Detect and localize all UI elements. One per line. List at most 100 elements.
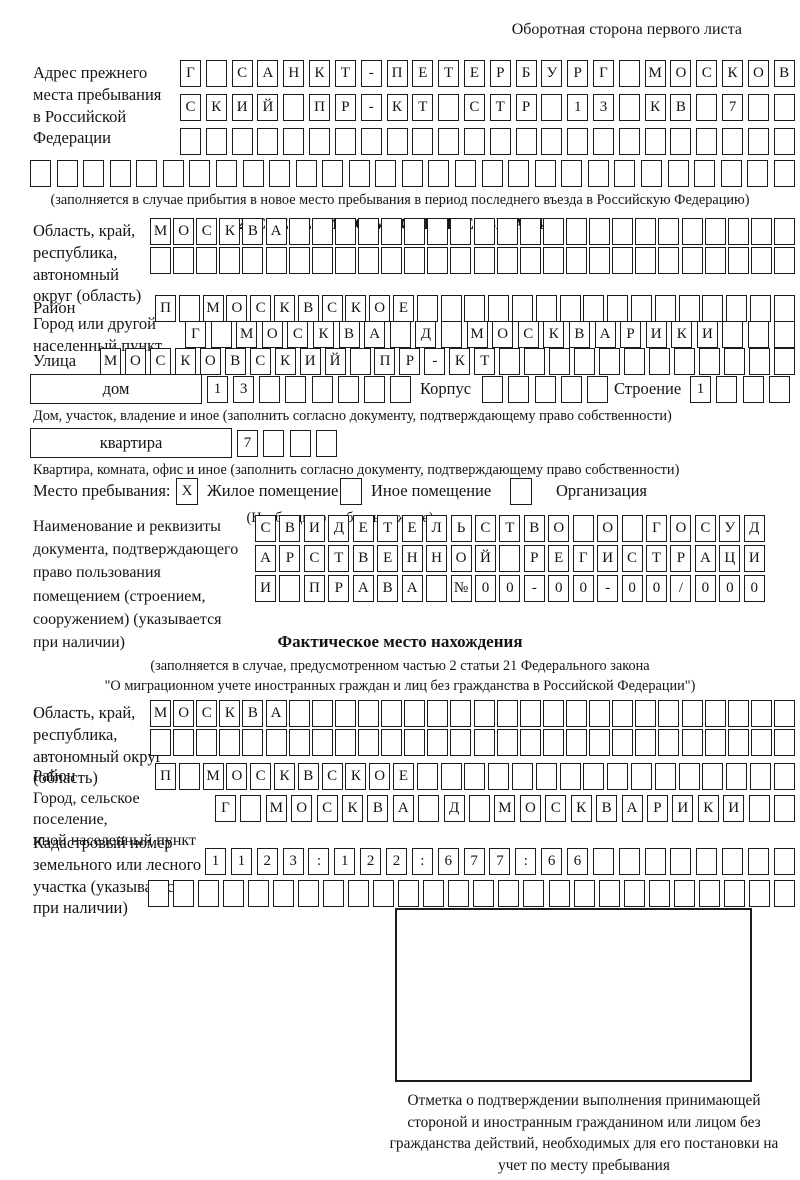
stay-type-checkbox-other[interactable] [340,478,362,505]
char-cell[interactable]: А [265,218,287,245]
char-cell[interactable]: С [694,515,716,542]
char-cell[interactable]: Й [324,348,346,375]
char-cell[interactable] [696,848,718,875]
char-cell[interactable] [438,94,460,121]
char-cell[interactable]: 0 [572,575,594,602]
char-cell[interactable] [524,348,546,375]
char-cell[interactable] [180,128,201,155]
char-cell[interactable]: 0 [719,575,741,602]
char-cell[interactable]: К [543,321,565,348]
char-cell[interactable]: В [596,795,618,822]
char-cell[interactable] [565,247,587,274]
stroenie-cells[interactable]: 1 [690,376,790,403]
char-cell[interactable]: 2 [386,848,408,875]
char-cell[interactable]: Е [392,763,414,790]
char-cell[interactable] [542,247,564,274]
char-cell[interactable] [773,880,795,907]
char-cell[interactable] [654,763,676,790]
char-cell[interactable] [750,729,772,756]
char-cell[interactable] [148,880,169,907]
char-cell[interactable] [648,880,670,907]
char-cell[interactable]: В [523,515,545,542]
char-cell[interactable]: А [265,700,287,727]
char-cell[interactable] [722,321,744,348]
char-cell[interactable] [450,247,472,274]
char-cell[interactable]: Б [515,60,537,87]
char-cell[interactable]: С [517,321,539,348]
char-cell[interactable] [750,247,772,274]
char-cell[interactable] [748,321,770,348]
char-cell[interactable] [773,848,795,875]
char-cell[interactable] [723,880,745,907]
char-cell[interactable] [749,295,771,322]
char-cell[interactable] [248,880,270,907]
char-cell[interactable] [565,700,587,727]
char-cell[interactable] [773,795,795,822]
char-cell[interactable]: К [312,321,334,348]
char-cell[interactable] [109,160,131,187]
char-cell[interactable]: 0 [474,575,496,602]
char-cell[interactable]: И [743,545,765,572]
char-cell[interactable]: Г [215,795,236,822]
char-cell[interactable]: 7 [489,848,511,875]
char-cell[interactable] [716,376,738,403]
char-cell[interactable]: С [180,94,201,121]
char-cell[interactable] [748,795,770,822]
char-cell[interactable] [196,247,218,274]
char-cell[interactable]: М [100,348,121,375]
char-cell[interactable]: 2 [360,848,382,875]
char-cell[interactable] [727,700,749,727]
char-cell[interactable]: К [644,94,666,121]
char-cell[interactable]: О [548,515,570,542]
char-cell[interactable]: К [273,763,295,790]
char-cell[interactable] [337,376,359,403]
char-cell[interactable] [773,247,795,274]
char-cell[interactable]: С [545,795,567,822]
char-cell[interactable] [704,729,726,756]
char-cell[interactable] [678,763,700,790]
char-cell[interactable] [311,729,333,756]
char-cell[interactable] [173,880,195,907]
char-cell[interactable]: В [367,795,389,822]
char-cell[interactable] [496,729,518,756]
stay-type-checkbox-residential[interactable]: X [176,478,198,505]
char-cell[interactable] [742,376,764,403]
char-cell[interactable]: Г [646,515,667,542]
char-cell[interactable] [654,295,676,322]
char-cell[interactable]: С [249,348,271,375]
char-cell[interactable] [381,700,403,727]
char-cell[interactable] [389,321,411,348]
char-cell[interactable] [618,94,640,121]
char-cell[interactable]: Т [474,348,496,375]
char-cell[interactable]: : [515,848,537,875]
char-cell[interactable]: В [670,94,692,121]
char-cell[interactable]: 0 [743,575,765,602]
char-cell[interactable]: - [523,575,545,602]
char-cell[interactable] [534,160,556,187]
char-cell[interactable] [464,295,486,322]
char-cell[interactable] [670,848,692,875]
char-cell[interactable] [488,295,510,322]
char-cell[interactable] [559,763,581,790]
char-cell[interactable]: 1 [230,848,252,875]
char-cell[interactable]: И [723,795,745,822]
char-cell[interactable] [162,160,184,187]
char-cell[interactable]: К [174,348,196,375]
char-cell[interactable] [242,160,264,187]
char-cell[interactable]: У [719,515,741,542]
char-cell[interactable] [592,848,614,875]
char-cell[interactable] [499,545,521,572]
char-cell[interactable] [473,700,495,727]
char-cell[interactable] [298,880,320,907]
char-cell[interactable] [750,218,772,245]
char-cell[interactable] [311,700,333,727]
char-cell[interactable] [630,295,652,322]
char-cell[interactable]: П [309,94,331,121]
char-cell[interactable]: 6 [567,848,589,875]
char-cell[interactable] [381,247,403,274]
char-cell[interactable] [589,218,611,245]
char-cell[interactable] [630,763,652,790]
char-cell[interactable] [150,247,171,274]
char-cell[interactable] [670,128,692,155]
char-cell[interactable]: И [231,94,253,121]
